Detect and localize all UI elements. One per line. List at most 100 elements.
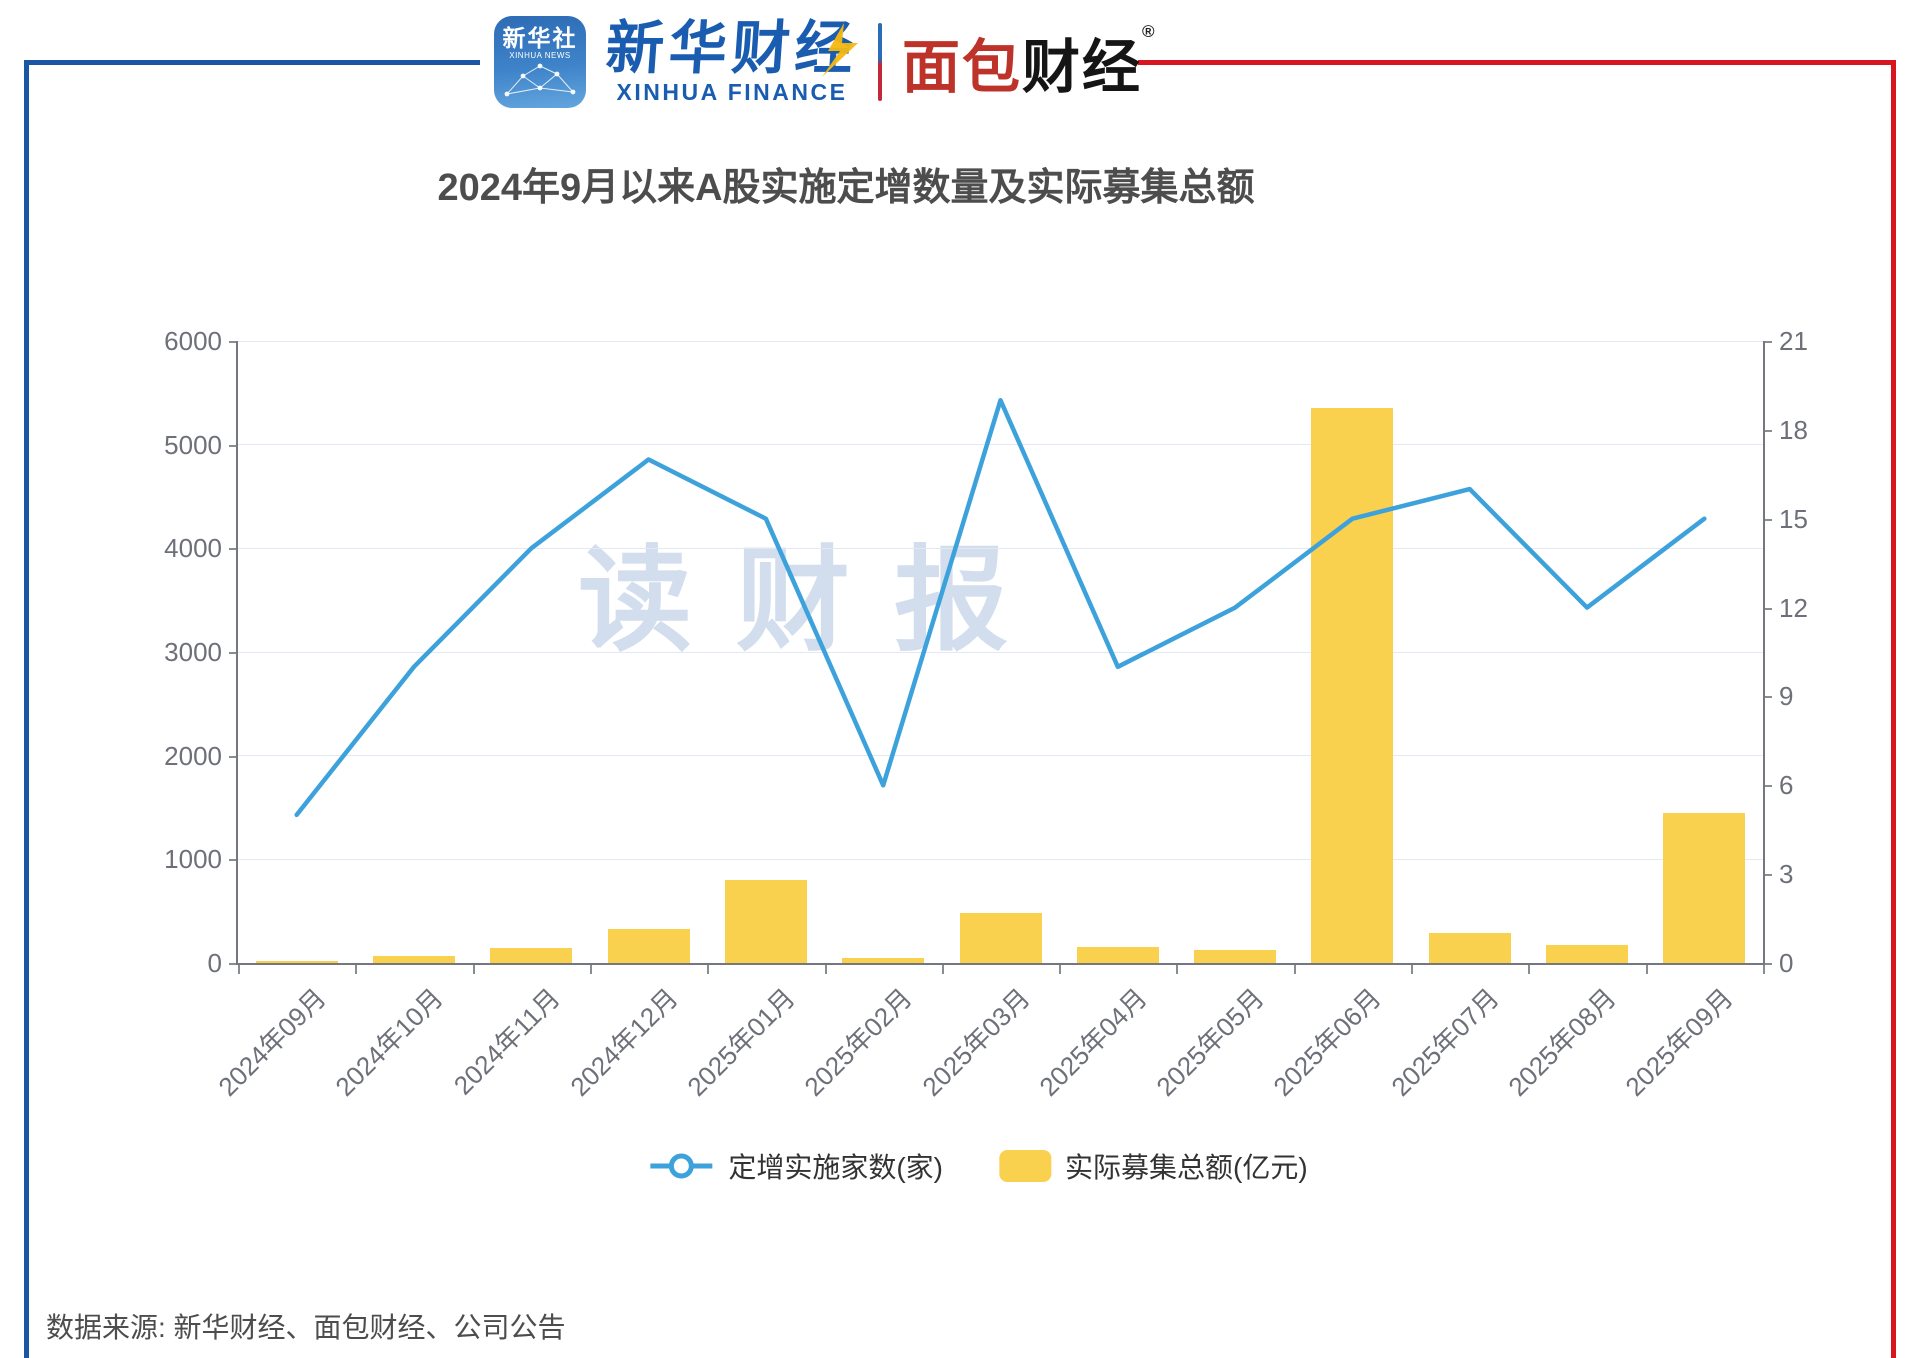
y-axis-left-label: 3000 [164,637,222,667]
x-axis-label-2025年04月: 2025年04月 [1033,982,1153,1102]
legend-label-line: 定增实施家数(家) [728,1152,943,1183]
mianbao-finance-logo: 面包 财经 ® [902,20,1157,104]
bar-2025年06月[interactable] [1311,408,1394,963]
legend-item-line[interactable]: 定增实施家数(家) [648,1146,943,1186]
y-axis-left-label: 0 [207,948,222,978]
y-axis-right-tick [1765,785,1772,788]
chart-title: 2024年9月以来A股实施定增数量及实际募集总额 [437,167,1255,209]
y-axis-right-line [1763,341,1765,965]
mianbao-logo-red: 面包 [902,35,1023,100]
xinhua-badge-en: XINHUA NEWS [509,51,571,60]
line-series-marker-icon [650,1153,713,1179]
y-axis-left-tick [229,444,236,447]
x-axis-tick [472,965,475,974]
x-axis-tick [1176,965,1179,974]
bar-2025年07月[interactable] [1428,932,1511,963]
y-axis-left-line [236,341,238,965]
bar-series-swatch-icon [999,1150,1051,1182]
xinhua-news-app-icon: 新华社 XINHUA NEWS [494,16,586,108]
x-axis-tick [707,965,710,974]
y-axis-right-label: 15 [1779,503,1808,534]
y-axis-left-tick [229,341,236,343]
legend-label-bar: 实际募集总额(亿元) [1065,1152,1308,1183]
bar-2024年11月[interactable] [490,947,573,963]
x-axis-label-2025年09月: 2025年09月 [1619,982,1740,1102]
x-axis-tick [1763,965,1765,974]
bar-2025年05月[interactable] [1194,950,1277,963]
y-axis-right-label: 6 [1779,770,1794,801]
x-axis-label-2025年03月: 2025年03月 [915,982,1036,1102]
bar-2025年01月[interactable] [724,880,807,963]
x-axis-tick [1528,965,1531,974]
x-axis-tick [238,965,240,974]
x-axis-label-2024年11月: 2024年11月 [448,982,567,1101]
y-axis-left-label: 2000 [164,740,222,771]
x-axis-label-2024年12月: 2024年12月 [563,982,684,1102]
bar-2024年12月[interactable] [607,929,690,963]
bar-2024年10月[interactable] [372,956,455,963]
y-axis-left-tick [229,963,236,965]
x-axis-label-2025年02月: 2025年02月 [798,982,918,1102]
gridline [238,547,1763,549]
y-axis-left-label: 5000 [164,429,222,460]
y-axis-left-tick [229,755,236,758]
logo-divider [878,23,883,101]
y-axis-right-tick [1765,429,1772,432]
x-axis-tick [1293,965,1296,974]
registered-mark-icon: ® [1142,22,1157,41]
bar-2025年02月[interactable] [842,958,925,963]
lightning-arrow-icon [822,22,858,77]
bar-2025年08月[interactable] [1546,944,1629,963]
frame-left-line [24,60,29,1358]
header-red-line [1138,60,1896,65]
y-axis-right-label: 12 [1779,592,1808,623]
y-axis-left-tick [229,548,236,551]
x-axis-tick [1411,965,1414,974]
x-axis-label-2025年05月: 2025年05月 [1150,982,1270,1102]
header-blue-line [24,60,480,65]
xinhua-finance-logo: 新华财经 XINHUA FINANCE [604,16,861,106]
y-axis-right-tick [1765,518,1772,521]
xinhua-finance-en: XINHUA FINANCE [616,78,848,105]
data-source-note: 数据来源: 新华财经、面包财经、公司公告 [46,1312,566,1343]
bar-2024年09月[interactable] [255,960,338,963]
x-axis-label-2025年06月: 2025年06月 [1267,982,1388,1102]
y-axis-right-tick [1765,696,1772,699]
x-axis-label-2025年08月: 2025年08月 [1502,982,1622,1102]
y-axis-left-tick [229,859,236,862]
gridline [238,444,1763,446]
x-axis-label-2024年09月: 2024年09月 [212,982,332,1102]
gridline [238,340,1763,342]
x-axis-label-2025年01月: 2025年01月 [681,982,801,1102]
gridline [238,651,1763,653]
y-axis-right-label: 3 [1779,859,1794,890]
y-axis-right-label: 21 [1779,326,1808,356]
legend-item-bar[interactable]: 实际募集总额(亿元) [999,1146,1308,1186]
mianbao-logo-black: 财经 [1022,35,1143,100]
x-axis-label-2025年07月: 2025年07月 [1385,982,1505,1102]
frame-right-line [1891,60,1896,1358]
y-axis-right-tick [1765,341,1772,343]
x-axis-tick [824,965,827,974]
chart-legend: 定增实施家数(家) 实际募集总额(亿元) [648,1146,1308,1186]
header-logos: 新华社 XINHUA NEWS 新华财经 XINHUA FINA [494,10,1157,114]
x-axis-tick [355,965,358,974]
bar-2025年04月[interactable] [1076,946,1159,963]
x-axis-line [236,963,1765,965]
y-axis-left-tick [229,652,236,654]
x-axis-label-2024年10月: 2024年10月 [329,982,449,1102]
xinhua-badge-cn: 新华社 [502,25,578,51]
y-axis-right-label: 18 [1779,414,1808,445]
y-axis-left-label: 4000 [164,533,222,564]
y-axis-right-label: 9 [1779,681,1794,712]
gridline [238,755,1763,757]
line-series-path[interactable] [294,397,1707,818]
y-axis-right-tick [1765,963,1772,965]
x-axis-tick [1645,965,1648,974]
y-axis-left-label: 1000 [164,844,222,875]
bar-2025年09月[interactable] [1663,812,1746,963]
y-axis-right-label: 0 [1779,948,1794,978]
bar-2025年03月[interactable] [959,913,1042,963]
